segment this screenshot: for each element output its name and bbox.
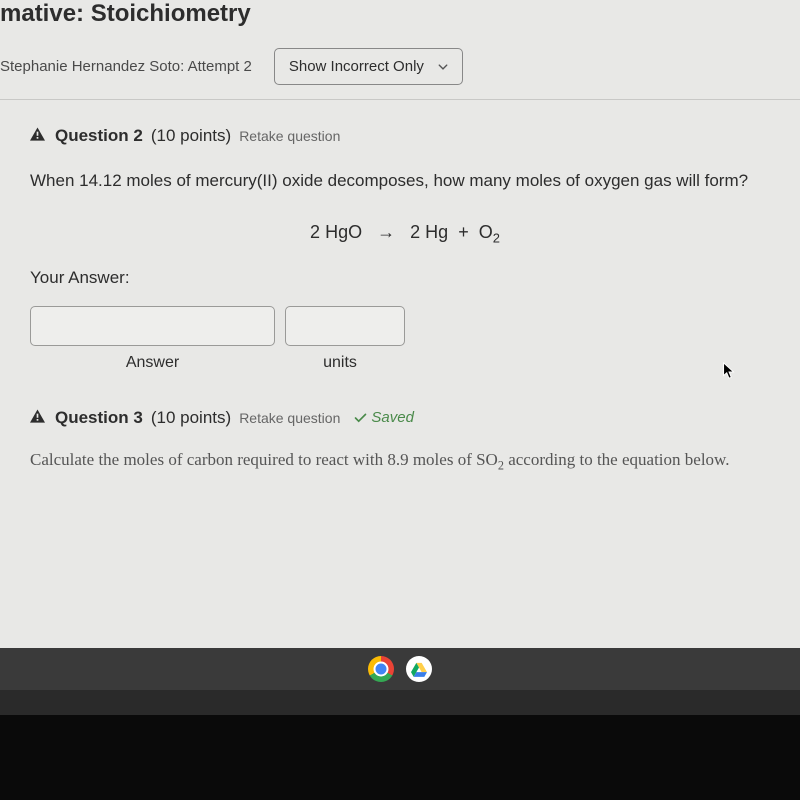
google-drive-icon [406,656,432,682]
q3-prompt-pre: Calculate the moles of carbon required t… [30,450,498,469]
eq-rhs2-sub: 2 [493,231,500,246]
question-3-points: (10 points) [151,408,231,428]
eq-lhs-coeff: 2 [310,222,320,242]
laptop-bezel [0,690,800,800]
answer-input[interactable] [30,306,275,346]
eq-plus: + [458,222,469,242]
question-3-label: Question 3 [55,408,143,428]
units-input[interactable] [285,306,405,346]
saved-badge: Saved [354,409,414,426]
question-3-header: Question 3 (10 points) Retake question S… [30,408,780,428]
mouse-cursor-icon [722,362,736,380]
dropdown-label: Show Incorrect Only [289,58,424,75]
question-3-block: Question 3 (10 points) Retake question S… [30,408,780,476]
subheader-row: Stephanie Hernandez Soto: Attempt 2 Show… [0,48,800,85]
answer-field-label: Answer [30,354,275,372]
units-field-label: units [275,354,405,372]
your-answer-label: Your Answer: [30,268,780,288]
screen-area: mative: Stoichiometry Stephanie Hernande… [0,0,800,690]
chrome-app-icon[interactable] [364,652,398,686]
question-2-label: Question 2 [55,126,143,146]
eq-lhs-species: HgO [325,222,362,242]
chrome-icon [368,656,394,682]
show-incorrect-dropdown[interactable]: Show Incorrect Only [274,48,463,85]
warning-icon [30,409,45,423]
eq-rhs1-coeff: 2 [410,222,420,242]
question-2-block: Question 2 (10 points) Retake question W… [30,126,780,372]
eq-rhs2-species: O [479,222,493,242]
chevron-down-icon [438,64,448,70]
check-icon [354,413,367,423]
page-header: mative: Stoichiometry Stephanie Hernande… [0,0,800,100]
field-labels: Answer units [30,354,780,372]
taskbar [0,648,800,690]
question-2-prompt: When 14.12 moles of mercury(II) oxide de… [30,168,780,194]
bezel-edge [0,690,800,715]
eq-rhs1-species: Hg [425,222,448,242]
q3-prompt-post: according to the equation below. [504,450,730,469]
answer-row [30,306,780,346]
question-2-retake-link[interactable]: Retake question [239,128,340,144]
content-area: Question 2 (10 points) Retake question W… [0,100,800,476]
question-3-retake-link[interactable]: Retake question [239,410,340,426]
question-3-prompt: Calculate the moles of carbon required t… [30,446,780,476]
question-2-points: (10 points) [151,126,231,146]
question-2-header: Question 2 (10 points) Retake question [30,126,780,146]
drive-app-icon[interactable] [402,652,436,686]
warning-icon [30,127,45,141]
student-attempt-label: Stephanie Hernandez Soto: Attempt 2 [0,58,252,75]
eq-arrow: → [377,222,395,242]
saved-label: Saved [371,409,414,426]
question-2-equation: 2 HgO → 2 Hg + O2 [30,222,780,246]
assignment-title: mative: Stoichiometry [0,0,800,28]
